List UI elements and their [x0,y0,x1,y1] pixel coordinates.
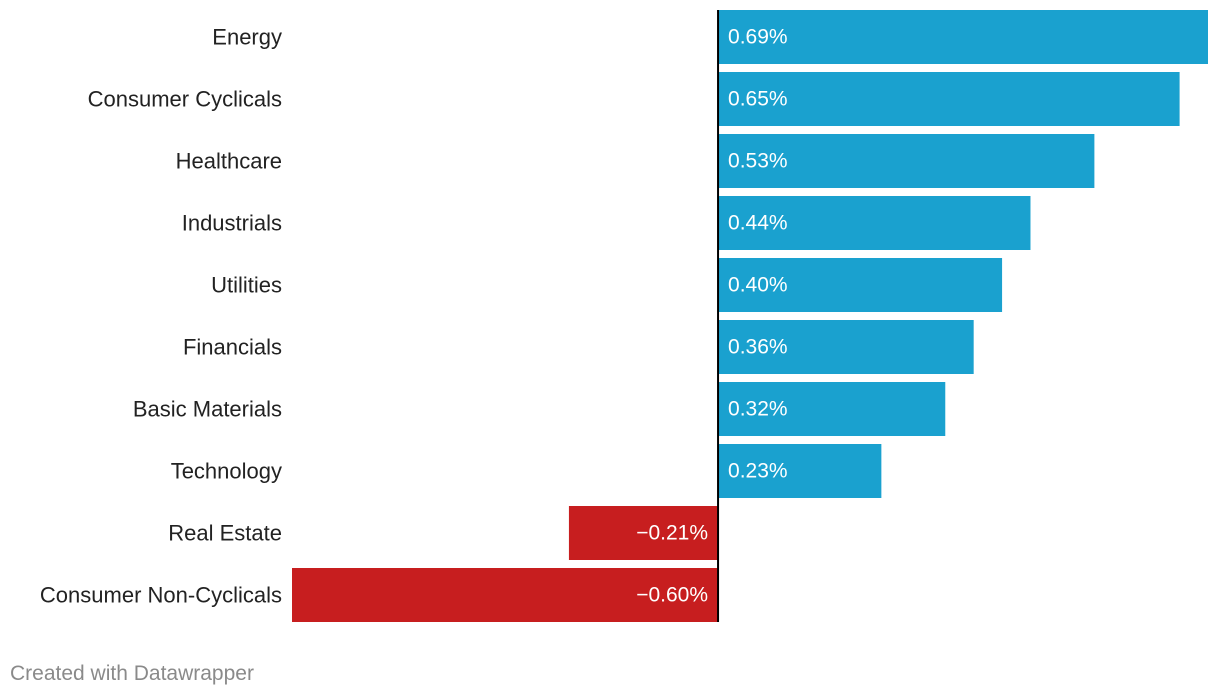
bar-industrials [718,196,1031,250]
value-label-consumer-cyclicals: 0.65% [728,88,788,111]
value-label-real-estate: −0.21% [636,522,708,545]
category-label-consumer-cyclicals: Consumer Cyclicals [88,87,282,112]
value-label-basic-materials: 0.32% [728,398,788,421]
category-label-healthcare: Healthcare [176,149,282,174]
category-label-technology: Technology [171,459,282,484]
value-label-industrials: 0.44% [728,212,788,235]
bar-basic-materials [718,382,946,436]
category-label-consumer-non-cyclicals: Consumer Non-Cyclicals [40,583,282,608]
value-label-healthcare: 0.53% [728,150,788,173]
category-label-energy: Energy [212,25,282,50]
category-label-utilities: Utilities [211,273,282,298]
category-label-industrials: Industrials [182,211,282,236]
bar-energy [718,10,1208,64]
value-label-energy: 0.69% [728,26,788,49]
bar-financials [718,320,974,374]
bar-technology [718,444,882,498]
value-label-financials: 0.36% [728,336,788,359]
credit-footer: Created with Datawrapper [10,662,254,685]
category-label-real-estate: Real Estate [168,521,282,546]
category-label-basic-materials: Basic Materials [133,397,282,422]
bar-healthcare [718,134,1095,188]
bar-consumer-cyclicals [718,72,1180,126]
value-label-consumer-non-cyclicals: −0.60% [636,584,708,607]
category-label-financials: Financials [183,335,282,360]
value-label-utilities: 0.40% [728,274,788,297]
bar-utilities [718,258,1003,312]
bar-real-estate [568,506,719,560]
bar-consumer-non-cyclicals [292,568,719,622]
value-label-technology: 0.23% [728,460,788,483]
